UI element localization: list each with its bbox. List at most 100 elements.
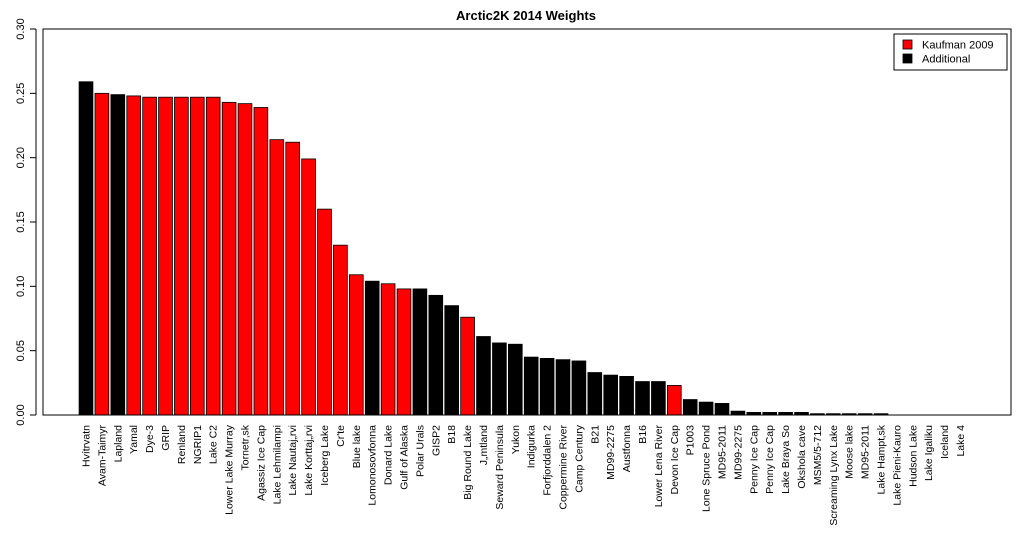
x-category-label: Polar Urals [414,425,426,477]
y-tick-label: 0.10 [15,276,27,297]
bar [667,385,682,416]
x-category-label: Big Round Lake [462,425,474,500]
x-category-label: GRIP [160,425,172,451]
y-tick-label: 0.15 [15,211,27,232]
bar [364,280,380,416]
x-category-label: Okshola cave [796,425,808,489]
x-category-label: MD99-2275 [605,425,617,480]
x-category-label: Forfjorddalen 2 [542,425,554,496]
bar [539,357,555,416]
bar [126,95,142,416]
y-tick-label: 0.20 [15,147,27,168]
x-category-label: Gulf of Alaska [399,425,411,490]
bar [110,94,126,416]
x-category-label: NGRIP1 [192,425,204,464]
x-category-label: Camp Century [573,424,585,492]
x-category-label: Lone Spruce Pond [701,425,713,512]
bar [301,158,316,416]
x-category-label: Lapland [112,425,124,463]
x-category-label: Lower Lena River [653,425,665,508]
bar [142,96,157,416]
x-category-label: Screaming Lynx Lake [828,425,840,526]
y-tick-label: 0.05 [15,340,27,361]
bar [523,356,539,416]
legend-label-kaufman: Kaufman 2009 [922,40,994,52]
bar [253,107,269,416]
y-tick-label: 0.30 [15,18,27,39]
x-category-label: Lake 4 [955,425,967,457]
bar [158,96,173,416]
x-category-label: GISP2 [430,425,442,456]
x-category-label: Hvítrvatn [81,425,93,467]
bar [571,360,587,416]
x-category-label: P1003 [685,425,697,456]
x-category-label: Lake Braya So [780,425,792,494]
x-category-label: Lake C2 [208,425,220,464]
bar [635,381,650,416]
bar [205,96,221,416]
bar [555,359,571,416]
legend-label-additional: Additional [922,54,970,66]
legend: Kaufman 2009 Additional [893,33,1008,71]
bar [94,92,110,416]
bar [444,305,459,416]
bar [380,283,396,416]
bar [492,342,507,416]
bar [428,294,444,416]
x-axis-labels: Hvítrvatn Avam-Taimyr Lapland Yamal Dye-3 GRI… [81,424,968,525]
x-category-label: Devon Ice Cap [669,425,681,495]
x-category-label: Yukon [510,425,522,454]
x-category-label: B21 [589,425,601,444]
bar [285,141,300,416]
x-category-label: MD95-2011 [717,425,729,479]
x-category-label: Lake Nautaj„rvi [287,425,299,496]
x-category-label: Avam-Taimyr [96,424,108,486]
chart-title: Arctic2K 2014 Weights [456,8,596,23]
bar [507,343,523,416]
plot-frame [42,28,1012,416]
x-category-label: J„mtland [478,425,490,465]
x-category-label: Hudson Lake [907,425,919,487]
x-category-label: Indigurka [526,425,538,468]
legend-box [893,33,1008,71]
bar [651,381,666,416]
x-category-label: Lake Hampt‚sk [876,424,888,494]
x-category-label: MSM5/5-712 [812,425,824,485]
x-category-label: B18 [446,425,458,444]
x-category-label: Donard Lake [383,425,395,485]
x-category-label: Iceberg Lake [319,425,331,486]
x-category-label: Iceland [939,425,951,459]
bar [682,399,698,416]
x-category-label: Tornetr‚sk [240,424,252,470]
bar [412,288,428,416]
x-category-label: B16 [637,425,649,444]
x-category-label: Lake Igaliku [923,425,935,481]
bar [619,375,634,416]
y-tick-label: 0.25 [15,83,27,104]
x-category-label: Yamal [128,425,140,454]
bar [189,96,205,416]
x-category-label: Lower Lake Murray [224,424,236,515]
y-tick-label: 0.00 [15,404,27,425]
bar [476,336,491,416]
x-category-label: Seward Peninsula [494,425,506,510]
x-category-label: Lake Lehmilampi [271,425,283,504]
bars [78,81,889,416]
x-category-label: Blue lake [351,425,363,468]
x-category-label: MD95-2011 [860,425,872,479]
x-category-label: Moose lake [844,425,856,479]
bar [269,139,285,416]
x-category-label: Coppermine River [558,425,570,510]
bar [587,372,603,416]
legend-swatch-kaufman [902,39,913,50]
x-category-label: Cr'te [335,425,347,447]
bar [237,103,253,416]
bar [698,401,714,416]
x-category-label: Agassiz Ice Cap [255,425,267,501]
x-category-label: Penny Ice Cap [748,425,760,494]
bar [348,274,364,416]
legend-swatch-additional [902,53,913,64]
bar [333,244,348,416]
bar [78,81,94,416]
